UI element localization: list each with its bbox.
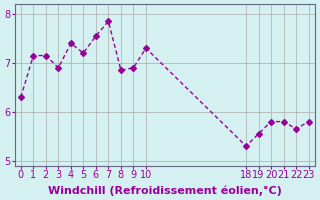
X-axis label: Windchill (Refroidissement éolien,°C): Windchill (Refroidissement éolien,°C) xyxy=(48,185,282,196)
